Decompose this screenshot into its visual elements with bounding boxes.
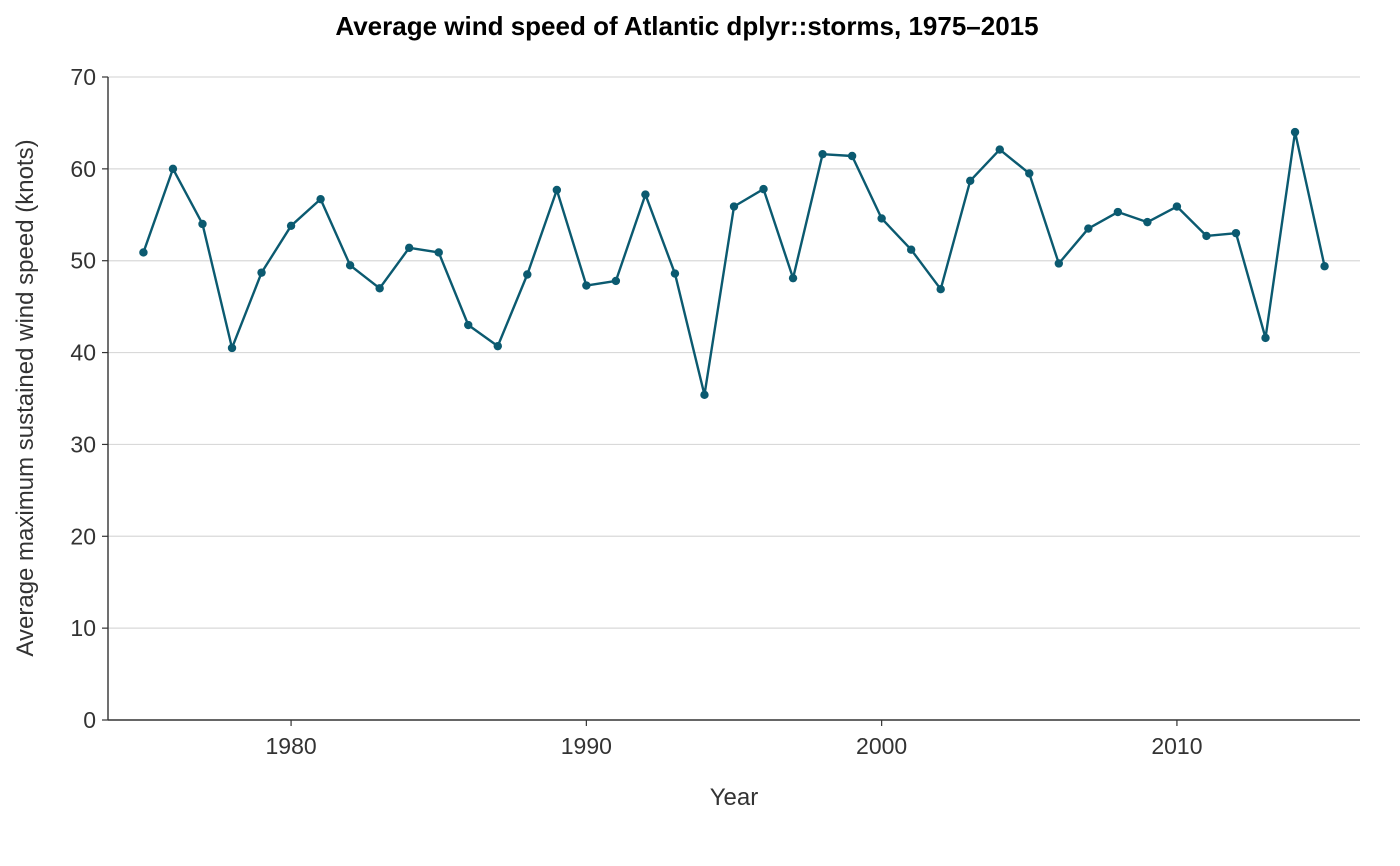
data-point xyxy=(552,185,562,195)
data-point xyxy=(1172,202,1182,211)
data-point xyxy=(582,281,591,290)
data-point xyxy=(1231,228,1241,238)
data-point xyxy=(168,164,178,174)
data-point xyxy=(227,343,237,353)
y-tick-label: 0 xyxy=(83,707,96,733)
y-tick-label: 70 xyxy=(70,64,96,90)
x-tick-label: 2000 xyxy=(856,733,907,759)
data-point xyxy=(1143,217,1152,227)
tick-labels: 0 10 20 30 40 50 60 70 1980 1990 2000 2010 xyxy=(70,64,1202,759)
data-point xyxy=(611,276,621,286)
axes xyxy=(102,76,1360,726)
x-tick-label: 1980 xyxy=(265,733,316,759)
data-point xyxy=(375,284,384,293)
y-tick-label: 40 xyxy=(70,340,96,366)
x-tick-label: 2010 xyxy=(1151,733,1202,759)
data-point xyxy=(847,151,857,161)
data-point xyxy=(404,243,414,253)
y-tick-label: 30 xyxy=(70,431,96,457)
y-tick-label: 50 xyxy=(70,248,96,274)
series-line xyxy=(142,130,1326,397)
data-point xyxy=(464,320,473,330)
data-point xyxy=(759,184,768,194)
data-point xyxy=(316,194,325,204)
data-point xyxy=(906,245,916,254)
data-point xyxy=(1054,259,1064,268)
data-point xyxy=(1084,224,1093,233)
data-point xyxy=(877,214,886,223)
data-point xyxy=(700,390,709,400)
data-point xyxy=(523,270,532,279)
data-point xyxy=(818,149,827,159)
data-point xyxy=(641,190,650,199)
data-point xyxy=(198,219,207,229)
x-tick-label: 1990 xyxy=(561,733,612,759)
x-axis-title: Year xyxy=(710,784,759,811)
data-point xyxy=(670,269,680,278)
y-tick-label: 10 xyxy=(70,615,96,641)
data-point xyxy=(1320,262,1329,271)
data-point xyxy=(493,341,502,351)
data-point xyxy=(345,261,355,270)
data-point xyxy=(139,248,148,257)
chart-title: Average wind speed of Atlantic dplyr::st… xyxy=(335,11,1038,41)
y-tick-label: 20 xyxy=(70,523,96,549)
data-point xyxy=(1290,127,1300,137)
data-point xyxy=(995,145,1004,154)
data-point xyxy=(1202,231,1211,241)
data-point xyxy=(788,273,798,283)
y-axis-title: Average maximum sustained wind speed (kn… xyxy=(12,139,39,656)
data-point xyxy=(434,248,443,257)
gridlines xyxy=(108,76,1360,629)
data-point xyxy=(1261,333,1270,343)
data-point xyxy=(257,268,266,277)
data-point xyxy=(1113,207,1123,217)
data-point xyxy=(286,221,296,231)
data-point xyxy=(936,284,945,294)
y-tick-label: 60 xyxy=(70,156,96,182)
data-point xyxy=(966,176,975,185)
data-point xyxy=(729,202,739,211)
series-layer xyxy=(139,127,1329,400)
data-point xyxy=(1025,169,1034,178)
